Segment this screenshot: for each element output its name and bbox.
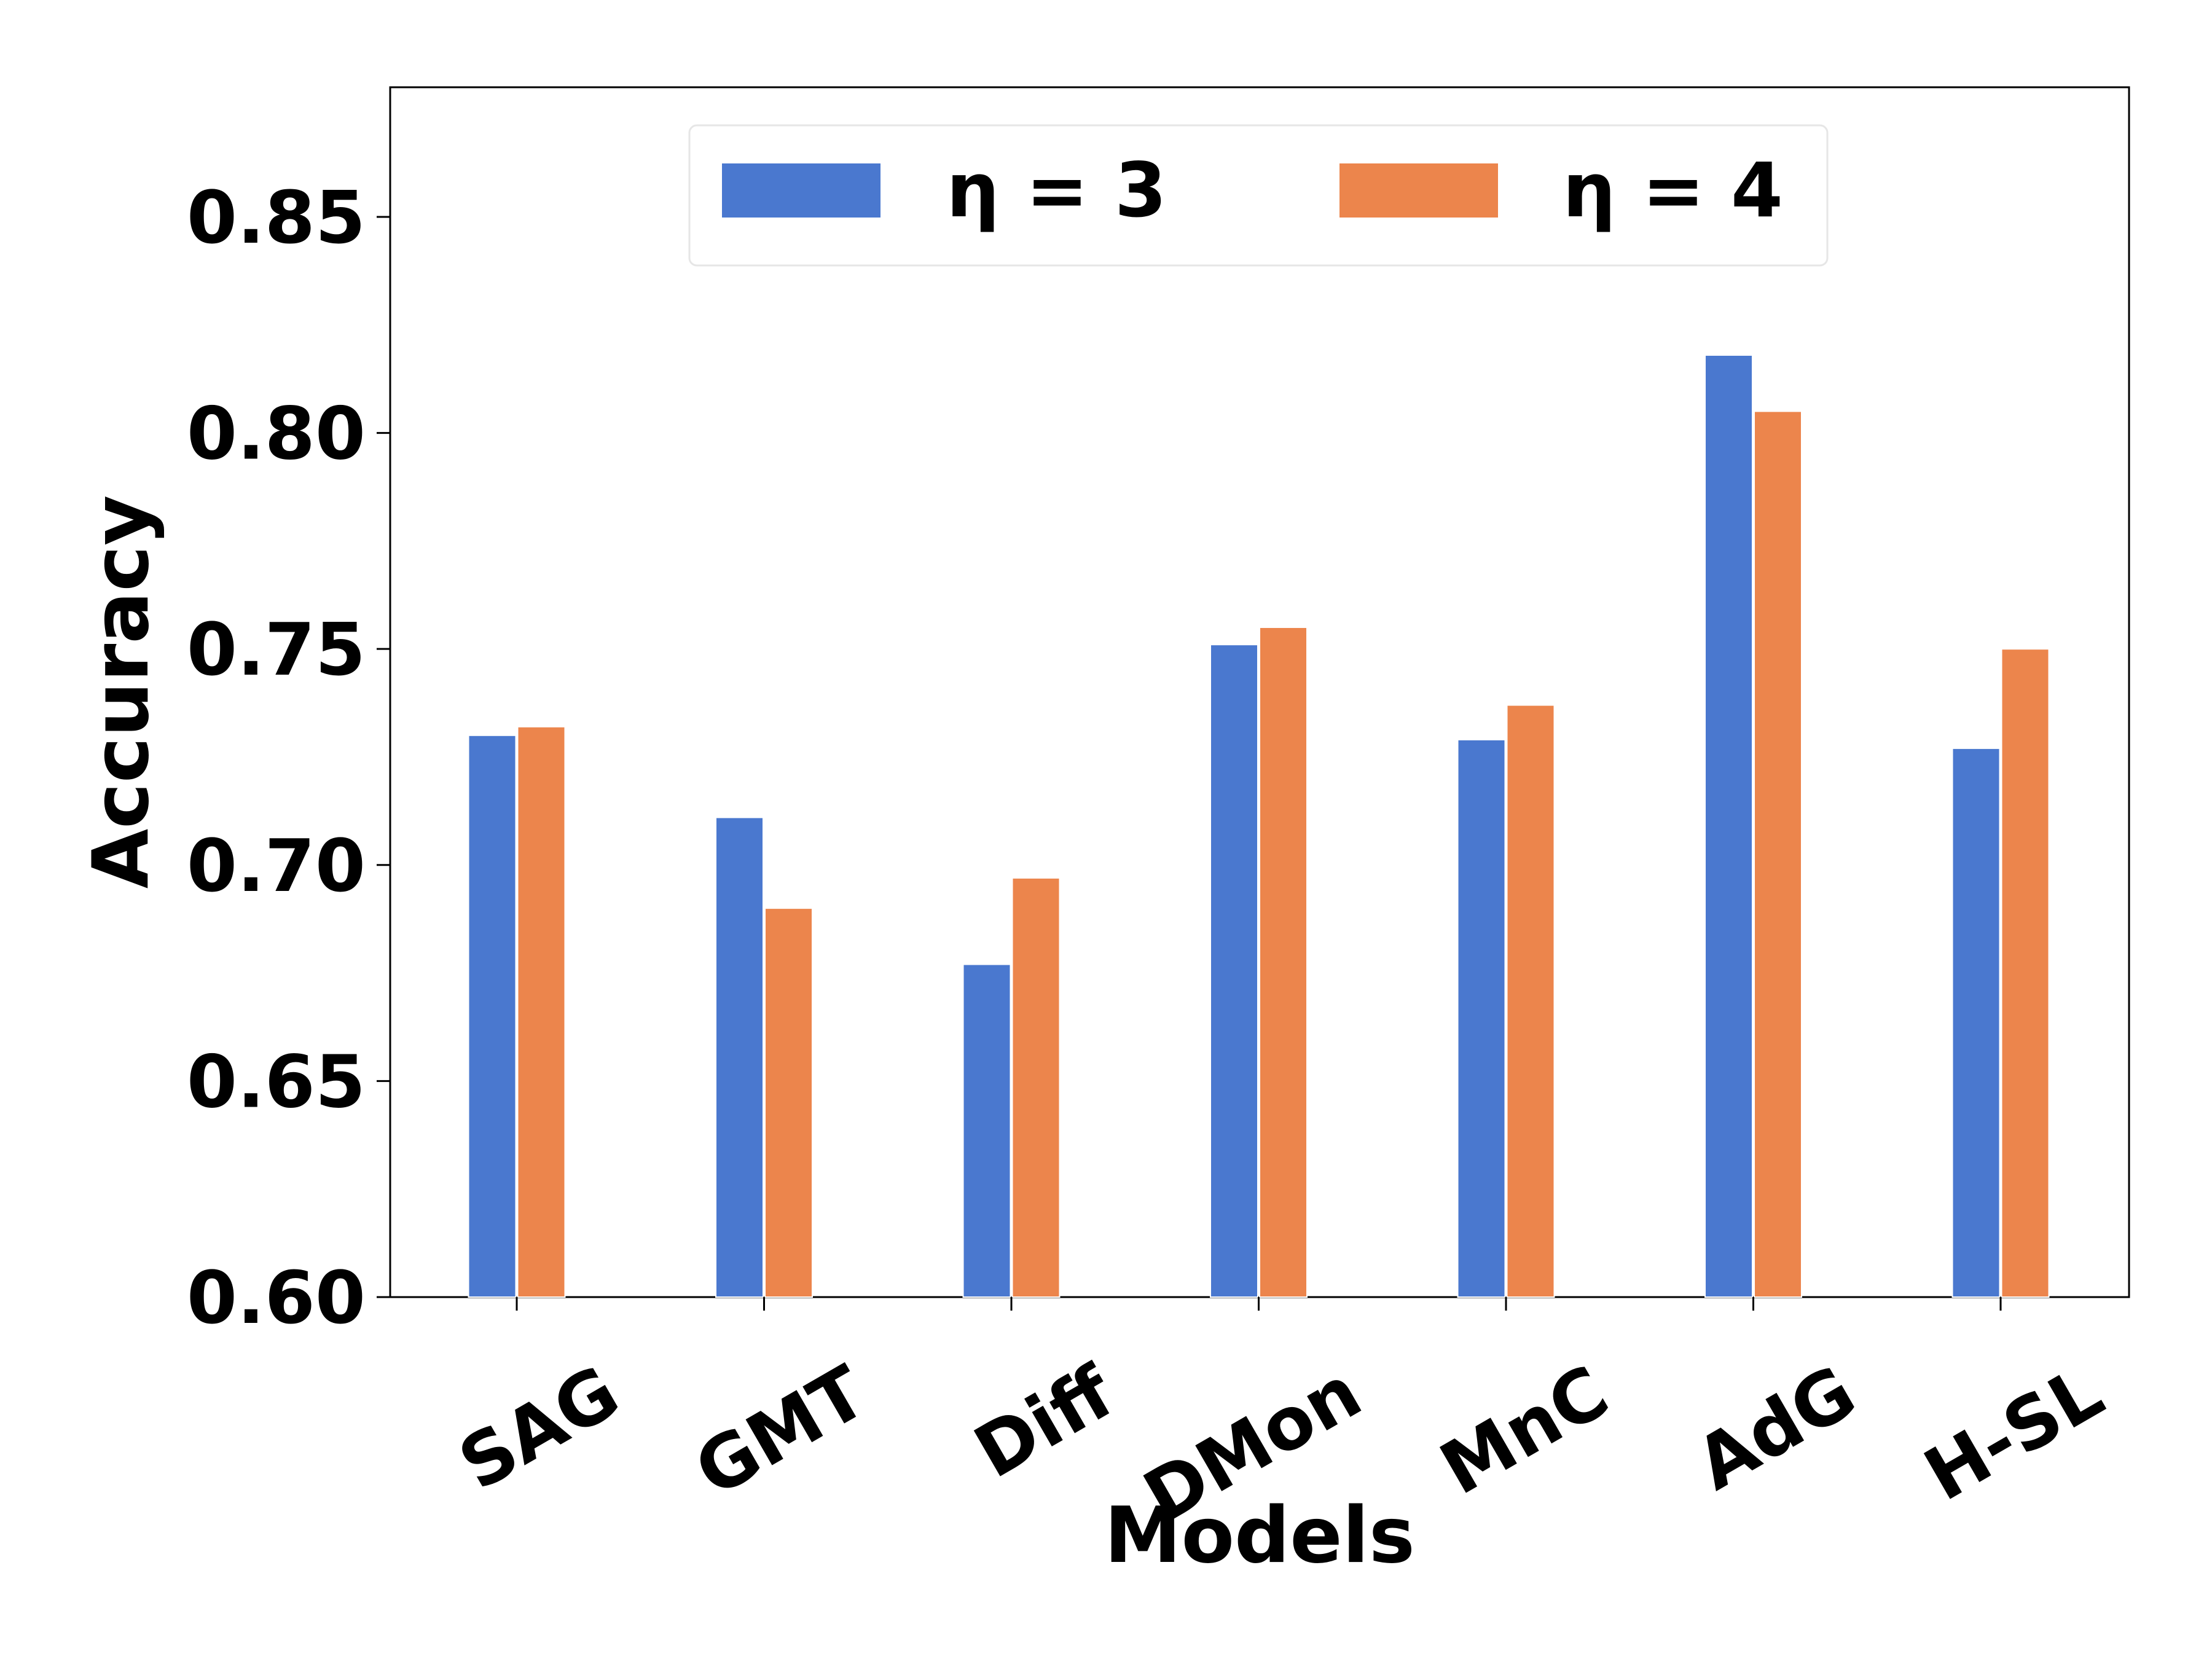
y-axis-ticks: 0.60 0.65 0.70 0.75 0.80 0.85 (187, 175, 390, 1340)
bar-dmon-series-2 (1259, 627, 1308, 1298)
bar-gmt-series-1 (715, 817, 764, 1298)
y-tick-label: 0.70 (187, 823, 366, 908)
y-tick-label: 0.60 (187, 1255, 366, 1340)
bar-mnc-series-1 (1457, 739, 1506, 1298)
bar-sag-series-1 (468, 734, 517, 1298)
bar-diff-series-1 (962, 963, 1011, 1298)
bar-sag-series-2 (517, 726, 566, 1298)
bar-adg-series-2 (1754, 410, 1802, 1298)
bars-layer (468, 354, 2050, 1298)
x-tick-label-adg: AdG (1682, 1349, 1869, 1507)
legend-frame (688, 124, 1829, 267)
y-tick-label: 0.65 (187, 1039, 366, 1124)
bar-h-sl-series-1 (1951, 747, 2001, 1298)
legend-swatch-eta-3 (722, 163, 880, 218)
legend-label-eta-3: η = 3 (946, 147, 1167, 234)
bar-diff-series-2 (1011, 877, 1061, 1298)
legend-label-eta-4: η = 4 (1563, 147, 1783, 234)
legend-swatch-eta-4 (1339, 163, 1498, 218)
x-axis-label: Models (1104, 1490, 1415, 1580)
bar-h-sl-series-2 (2001, 648, 2050, 1298)
y-tick-label: 0.80 (187, 391, 366, 476)
y-axis-label: Accuracy (76, 495, 166, 889)
x-tick-label-gmt: GMT (681, 1349, 880, 1513)
y-tick-label: 0.85 (187, 175, 366, 260)
legend: η = 3 η = 4 (688, 124, 1829, 267)
y-tick-label: 0.75 (187, 607, 366, 692)
bar-gmt-series-2 (764, 908, 813, 1298)
x-tick-label-mnc: MnC (1427, 1349, 1622, 1512)
x-tick-label-h-sl: H-SL (1910, 1349, 2117, 1517)
x-tick-label-sag: SAG (445, 1349, 633, 1507)
bar-dmon-series-1 (1210, 644, 1258, 1298)
bar-adg-series-1 (1704, 354, 1753, 1298)
x-tick-label-diff: Diff (960, 1349, 1128, 1494)
bar-mnc-series-2 (1506, 704, 1555, 1298)
